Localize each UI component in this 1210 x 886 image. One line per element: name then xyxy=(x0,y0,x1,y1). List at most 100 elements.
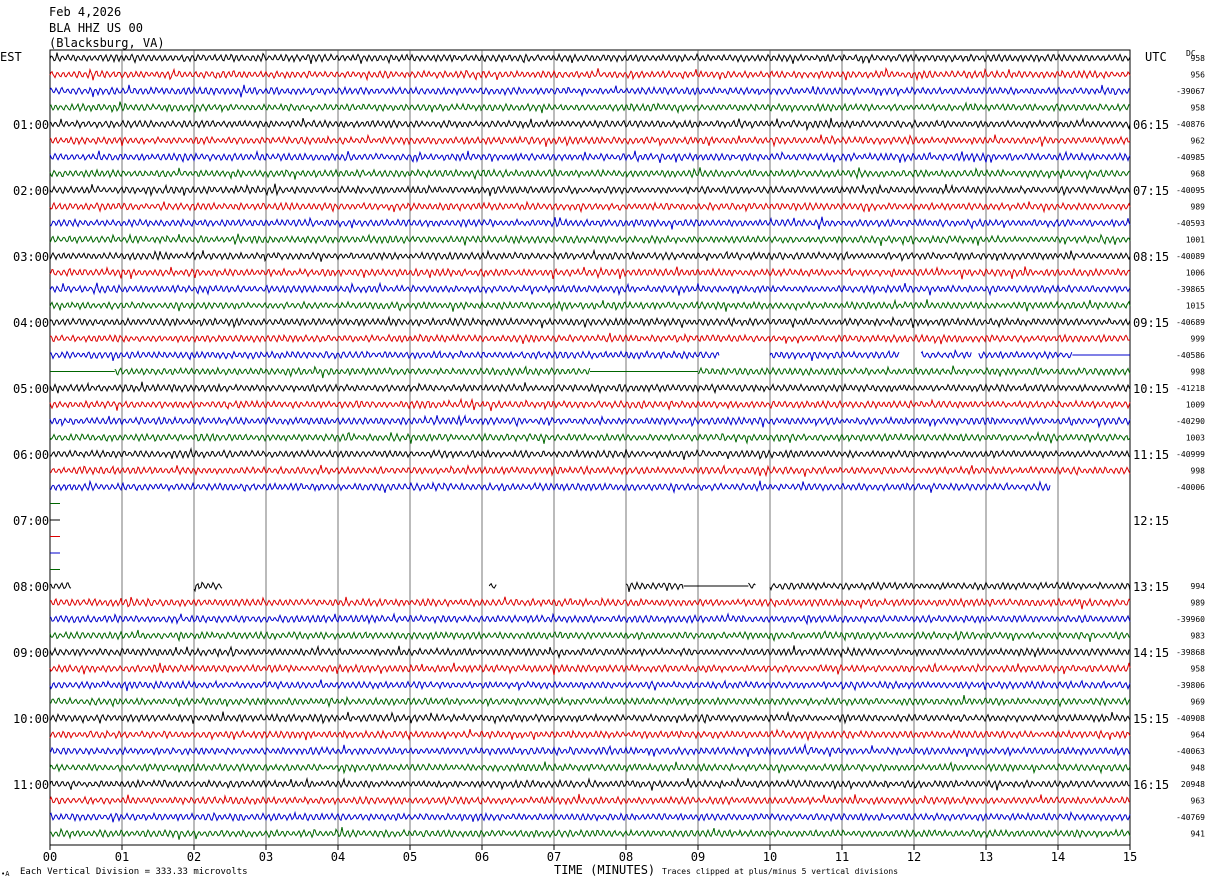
seismic-trace xyxy=(49,776,1131,791)
seismic-trace xyxy=(49,117,1131,132)
x-tick-label: 03 xyxy=(259,850,273,864)
seismic-trace xyxy=(49,430,1131,445)
seismic-trace xyxy=(697,365,1131,377)
right-hour-label: 09:15 xyxy=(1133,316,1169,330)
right-hour-label: 08:15 xyxy=(1133,250,1169,264)
seismic-trace xyxy=(114,365,591,379)
seismic-trace xyxy=(49,710,1131,725)
dc-offset-label: 1009 xyxy=(1186,401,1205,410)
dc-offset-label: 1001 xyxy=(1186,236,1205,245)
dc-header-label: DC xyxy=(1186,49,1196,58)
seismic-trace xyxy=(49,350,720,362)
x-tick-label: 05 xyxy=(403,850,417,864)
seismic-trace xyxy=(49,133,1131,148)
dc-offset-label: 998 xyxy=(1191,467,1206,476)
corner-mark: •A xyxy=(1,870,10,878)
seismic-trace xyxy=(49,66,1131,82)
dc-offset-label: -39960 xyxy=(1176,615,1205,624)
dc-offset-label: -40290 xyxy=(1176,417,1205,426)
dc-offset-label: -39067 xyxy=(1176,87,1205,96)
plot-frame xyxy=(49,49,1131,846)
dc-offset-label: 999 xyxy=(1191,335,1206,344)
dc-offset-label: -40063 xyxy=(1176,747,1205,756)
right-hour-label: 07:15 xyxy=(1133,184,1169,198)
dc-offset-label: -40095 xyxy=(1176,186,1205,195)
seismic-trace xyxy=(49,183,1131,198)
dc-offset-label: 963 xyxy=(1191,797,1206,806)
seismic-trace xyxy=(49,582,72,590)
dc-offset-label: 956 xyxy=(1191,71,1206,80)
seismic-trace xyxy=(49,479,1051,495)
seismic-trace xyxy=(49,728,1131,742)
right-timezone-label: UTC xyxy=(1145,50,1167,64)
dc-offset-label: -39865 xyxy=(1176,285,1205,294)
trace-layer xyxy=(49,52,1131,840)
seismic-trace xyxy=(49,281,1131,297)
left-hour-label: 02:00 xyxy=(13,184,49,198)
seismic-trace xyxy=(49,216,1131,231)
right-hour-label: 12:15 xyxy=(1133,514,1169,528)
dc-offset-label: 968 xyxy=(1191,170,1206,179)
x-axis-title: TIME (MINUTES) xyxy=(554,863,656,877)
dc-offset-label: -40006 xyxy=(1176,483,1205,492)
left-hour-label: 06:00 xyxy=(13,448,49,462)
dc-offset-label: 1003 xyxy=(1186,434,1205,443)
x-tick-label: 10 xyxy=(763,850,777,864)
dc-offset-label: 969 xyxy=(1191,698,1206,707)
right-hour-label: 13:15 xyxy=(1133,580,1169,594)
seismic-trace xyxy=(769,349,900,361)
header-location: (Blacksburg, VA) xyxy=(49,36,165,50)
x-tick-label: 14 xyxy=(1051,850,1065,864)
dc-offset-label: 958 xyxy=(1191,54,1206,63)
seismic-trace xyxy=(193,581,223,593)
dc-offset-label: 989 xyxy=(1191,599,1206,608)
seismic-trace xyxy=(49,200,1131,214)
right-hour-label: 16:15 xyxy=(1133,778,1169,792)
dc-offset-label: 998 xyxy=(1191,368,1206,377)
seismic-trace xyxy=(49,167,1131,181)
seismic-trace xyxy=(769,580,1131,591)
dc-offset-label: -39868 xyxy=(1176,648,1205,657)
dc-offset-label: -40876 xyxy=(1176,120,1205,129)
x-tick-label: 07 xyxy=(547,850,561,864)
seismic-trace xyxy=(49,679,1131,692)
left-hour-label: 09:00 xyxy=(13,646,49,660)
dc-offset-label: -40089 xyxy=(1176,252,1205,261)
seismic-trace xyxy=(49,266,1131,280)
left-hour-label: 07:00 xyxy=(13,514,49,528)
x-tick-label: 08 xyxy=(619,850,633,864)
left-hour-label: 10:00 xyxy=(13,712,49,726)
seismic-trace xyxy=(49,84,1131,98)
right-hour-label: 11:15 xyxy=(1133,448,1169,462)
dc-offset-label: -40999 xyxy=(1176,450,1205,459)
x-tick-label: 15 xyxy=(1123,850,1137,864)
right-hour-label: 14:15 xyxy=(1133,646,1169,660)
seismic-trace xyxy=(49,446,1131,460)
seismic-trace xyxy=(49,612,1131,626)
dc-offset-label: -40586 xyxy=(1176,351,1205,360)
right-hour-label: 10:15 xyxy=(1133,382,1169,396)
x-tick-label: 01 xyxy=(115,850,129,864)
dc-offset-label: 962 xyxy=(1191,137,1206,146)
scale-note: Each Vertical Division = 333.33 microvol… xyxy=(20,867,248,877)
clip-note: Traces clipped at plus/minus 5 vertical … xyxy=(662,867,899,876)
dc-offset-label: -41218 xyxy=(1176,384,1205,393)
x-tick-label: 02 xyxy=(187,850,201,864)
dc-offset-label: 1006 xyxy=(1186,269,1205,278)
seismic-trace xyxy=(49,827,1131,840)
seismic-trace xyxy=(49,742,1131,758)
left-timezone-label: EST xyxy=(0,50,22,64)
seismic-trace xyxy=(49,644,1130,660)
dc-offset-label: -40593 xyxy=(1176,219,1205,228)
dc-offset-label: -40689 xyxy=(1176,318,1205,327)
x-tick-label: 06 xyxy=(475,850,489,864)
dc-offset-label: 941 xyxy=(1191,830,1206,839)
seismic-trace xyxy=(920,349,972,360)
seismic-trace xyxy=(49,810,1131,823)
seismic-trace xyxy=(49,397,1131,412)
seismic-trace xyxy=(978,350,1073,361)
x-tick-label: 11 xyxy=(835,850,849,864)
right-hour-label: 15:15 xyxy=(1133,712,1169,726)
left-hour-label: 11:00 xyxy=(13,778,49,792)
seismic-trace xyxy=(49,298,1131,313)
